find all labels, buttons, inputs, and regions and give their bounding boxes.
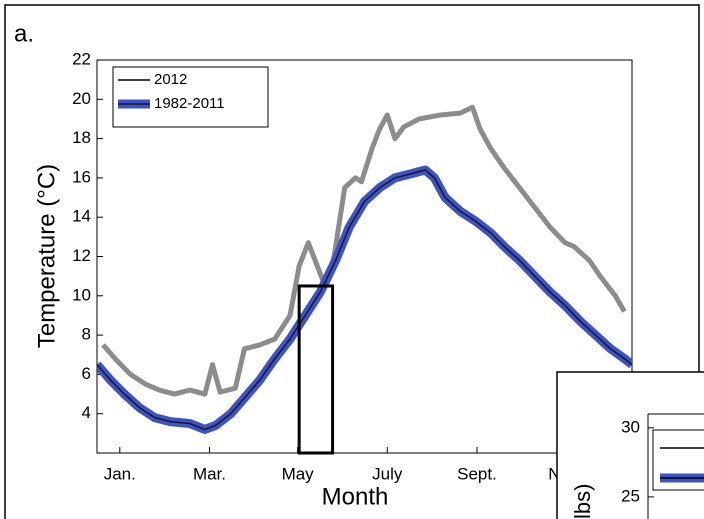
y-tick-label: 4 bbox=[82, 403, 91, 422]
series-line bbox=[101, 104, 627, 397]
legend-box bbox=[112, 66, 269, 128]
y-tick-label: 14 bbox=[72, 207, 91, 226]
plot-lines bbox=[97, 104, 632, 434]
y-axis-label: Temperature (°C) bbox=[33, 164, 60, 348]
legend-label: 1982-2011 bbox=[154, 95, 225, 112]
legend-label: 2012 bbox=[154, 71, 187, 88]
series-line bbox=[97, 169, 632, 431]
y-tick-label: 16 bbox=[72, 167, 91, 186]
inset-y-tick-label: 30 bbox=[621, 417, 640, 436]
y-tick-label: 12 bbox=[72, 246, 91, 265]
x-tick-label: July bbox=[372, 464, 403, 483]
y-tick-label: 8 bbox=[82, 325, 91, 344]
band bbox=[97, 165, 632, 434]
y-tick-label: 22 bbox=[72, 49, 91, 68]
inset-y-tick-label: 25 bbox=[621, 486, 640, 505]
inset-y-label: lbs) bbox=[570, 484, 595, 519]
panel-label: a. bbox=[14, 20, 34, 47]
y-tick-label: 20 bbox=[72, 89, 91, 108]
y-tick-label: 10 bbox=[72, 285, 91, 304]
x-tick-label: Jan. bbox=[104, 464, 136, 483]
x-tick-label: May bbox=[282, 464, 315, 483]
y-tick-label: 18 bbox=[72, 128, 91, 147]
x-tick-label: Sept. bbox=[457, 464, 497, 483]
x-tick-label: Mar. bbox=[193, 464, 226, 483]
y-tick-label: 6 bbox=[82, 364, 91, 383]
highlight-box bbox=[297, 284, 335, 455]
x-axis-label: Month bbox=[322, 483, 389, 510]
figure-border bbox=[4, 4, 700, 519]
